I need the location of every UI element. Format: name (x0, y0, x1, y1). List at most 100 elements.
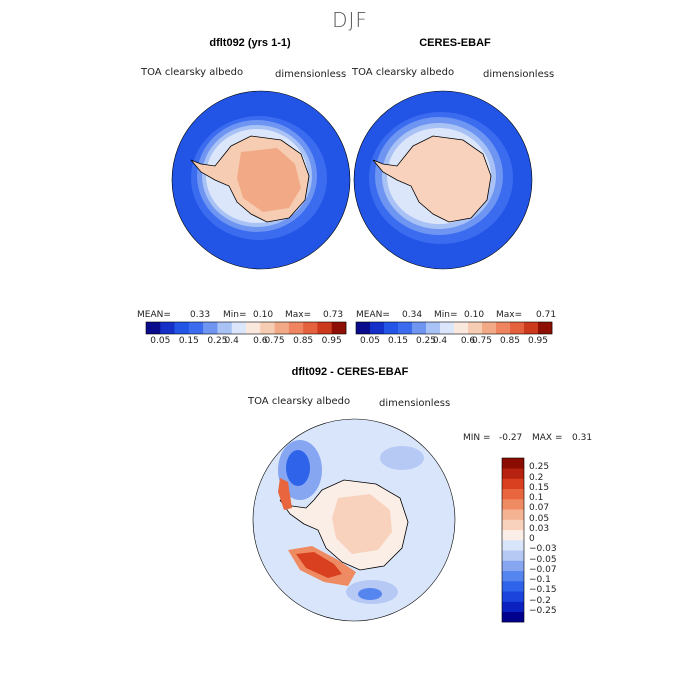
colorbar-swatch (203, 322, 218, 334)
colorbar-tick: 0.85 (293, 336, 314, 346)
colorbar-swatch (468, 322, 483, 334)
panel2-variable-label: TOA clearsky albedo (352, 67, 455, 78)
colorbar-tick: −0.15 (529, 585, 557, 596)
colorbar-swatch (502, 499, 524, 510)
colorbar-swatch (502, 458, 524, 469)
colorbar-tick: 0.95 (527, 336, 549, 346)
colorbar-swatch (303, 322, 318, 334)
panel3-title: dflt092 - CERES-EBAF (291, 366, 409, 378)
colorbar-swatch (217, 322, 233, 334)
colorbar-swatch (502, 601, 524, 613)
colorbar-tick: 0.75 (471, 336, 493, 346)
colorbar-swatch (246, 322, 261, 334)
colorbar-tick: −0.07 (529, 564, 557, 575)
colorbar-tick: 0.85 (499, 336, 521, 346)
colorbar-tick: 0.25 (529, 462, 550, 473)
colorbar-tick: 0.6 (253, 336, 268, 346)
positive-anomaly (278, 478, 292, 510)
colorbar-swatch (174, 322, 190, 334)
panel3-units-label: dimensionless (379, 398, 451, 409)
colorbar-swatch (426, 322, 441, 334)
colorbar-tick: 0.2 (529, 472, 544, 483)
colorbar-tick: 0.6 (460, 336, 476, 346)
panel3-map (252, 418, 456, 622)
panel1-map (171, 90, 351, 270)
colorbar-swatch (231, 322, 247, 334)
panel1-variable-label: TOA clearsky albedo (141, 67, 244, 78)
colorbar-swatch (502, 509, 524, 520)
positive-anomaly (332, 494, 392, 554)
colorbar-swatch (496, 322, 511, 334)
panel2-colorbar-ticks: 0.05 0.15 0.25 0.4 0.6 0.75 0.85 0.95 (356, 336, 552, 348)
colorbar-swatch (398, 322, 413, 334)
colorbar-swatch (482, 322, 497, 334)
panel2-max-label: Max= (496, 310, 523, 320)
colorbar-swatch (502, 529, 524, 541)
panel3-variable-label: TOA clearsky albedo (248, 396, 351, 407)
panel2-mean-label: MEAN= (356, 310, 390, 320)
colorbar-swatch (260, 322, 275, 334)
colorbar-swatch (370, 322, 385, 334)
colorbar-swatch (160, 322, 175, 334)
panel1-title: dflt092 (yrs 1-1) (209, 37, 291, 49)
colorbar-swatch (331, 322, 347, 334)
panel2-min-value: 0.10 (464, 310, 485, 320)
colorbar-swatch (502, 611, 524, 623)
colorbar-tick: 0.1 (529, 493, 544, 503)
panel2-max-value: 0.71 (536, 310, 557, 320)
colorbar-tick: −0.03 (529, 544, 557, 555)
colorbar-swatch (356, 322, 371, 334)
panel2-title: CERES-EBAF (419, 37, 491, 49)
panel1-max-label: Max= (285, 310, 312, 320)
panel1-colorbar (145, 321, 347, 335)
panel2-units-label: dimensionless (483, 69, 555, 80)
colorbar-swatch (502, 591, 524, 602)
figure-title: DJF (332, 8, 368, 32)
map-boundary (171, 90, 351, 270)
colorbar-swatch (502, 468, 524, 479)
colorbar-tick: 0.4 (224, 336, 239, 346)
map-boundary (353, 90, 533, 270)
map-boundary (252, 418, 456, 622)
colorbar-swatch (440, 322, 455, 334)
colorbar-tick: −0.2 (529, 595, 551, 606)
colorbar-frame (355, 321, 553, 335)
panel3-colorbar (501, 457, 525, 623)
panel1-max-value: 0.73 (323, 310, 344, 320)
antarctica-land (372, 135, 492, 223)
colorbar-frame (145, 321, 347, 335)
negative-anomaly (286, 450, 310, 486)
colorbar-tick: 0.4 (432, 336, 448, 346)
colorbar-tick: 0.95 (321, 336, 342, 346)
colorbar-tick: 0.03 (529, 523, 550, 534)
colorbar-swatch (502, 488, 524, 500)
panel1-colorbar-ticks: 0.05 0.15 0.25 0.4 0.6 0.75 0.85 0.95 (146, 336, 346, 348)
colorbar-tick: 0 (529, 534, 535, 544)
panel3-colorbar-ticks: −0.25 −0.2 −0.15 −0.1 −0.07 −0.05 −0.03 … (529, 458, 589, 622)
colorbar-swatch (502, 540, 524, 551)
panel3-min-value: -0.27 (499, 433, 523, 443)
colorbar-swatch (502, 581, 524, 592)
colorbar-swatch (502, 519, 524, 531)
colorbar-frame (501, 457, 525, 623)
panel3-min-label: MIN = (463, 433, 491, 443)
colorbar-tick: 0.15 (387, 336, 409, 346)
colorbar-swatch (502, 550, 524, 561)
colorbar-tick: 0.05 (359, 336, 381, 346)
negative-anomaly (380, 446, 424, 470)
panel2-min-label: Min= (434, 310, 458, 320)
colorbar-swatch (454, 322, 469, 334)
colorbar-swatch (412, 322, 427, 334)
colorbar-tick: −0.1 (529, 575, 551, 585)
colorbar-swatch (288, 322, 304, 334)
colorbar-swatch (317, 322, 333, 334)
panel3-max-value: 0.31 (572, 433, 593, 443)
colorbar-tick: 0.05 (150, 336, 171, 346)
colorbar-tick: 0.25 (415, 336, 437, 346)
colorbar-tick: 0.15 (178, 336, 199, 346)
colorbar-swatch (274, 322, 290, 334)
colorbar-swatch (538, 322, 553, 334)
negative-anomaly (358, 588, 382, 600)
colorbar-tick: −0.25 (529, 605, 557, 616)
positive-anomaly (296, 552, 342, 578)
